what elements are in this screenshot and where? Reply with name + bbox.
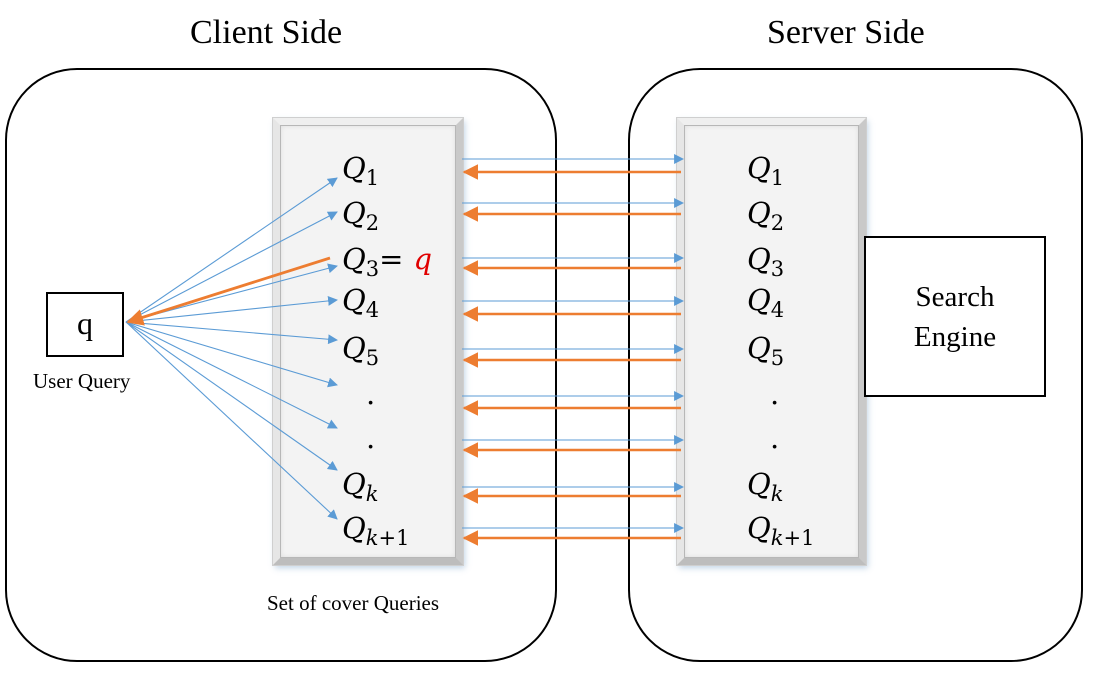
query-subscript: 4 bbox=[365, 298, 380, 322]
query-subscript: 3 bbox=[365, 257, 380, 281]
server-query-8: Qk bbox=[747, 464, 784, 506]
real-query-highlight: q bbox=[413, 242, 433, 276]
fan-out-arrow bbox=[125, 321, 338, 429]
client-query-ellipsis: . bbox=[366, 418, 375, 458]
client-query-5: Q5 bbox=[342, 328, 380, 370]
server-query-ellipsis: . bbox=[770, 374, 779, 414]
client-query-dot: . bbox=[366, 421, 376, 455]
server-query-ellipsis: . bbox=[770, 418, 779, 458]
query-subscript-var: k bbox=[770, 482, 784, 506]
search-engine-label-line1: Search bbox=[915, 280, 995, 313]
cover-queries-label: Set of cover Queries bbox=[267, 591, 440, 615]
query-letter: Q bbox=[342, 242, 366, 276]
fan-out-arrow bbox=[125, 321, 338, 388]
search-engine-box: Search Engine bbox=[864, 236, 1046, 397]
query-letter: Q bbox=[342, 511, 366, 545]
query-letter: Q bbox=[342, 283, 366, 317]
query-subscript: 4 bbox=[770, 298, 785, 322]
query-subscript-var: k bbox=[365, 526, 379, 550]
server-query-5: Q5 bbox=[747, 328, 785, 370]
query-subscript: k+1 bbox=[771, 526, 815, 550]
client-query-1: Q1 bbox=[342, 148, 380, 190]
server-query-dot: . bbox=[770, 377, 780, 411]
client-query-dot: . bbox=[366, 377, 376, 411]
server-queries-panel bbox=[677, 118, 866, 565]
query-subscript: k bbox=[366, 482, 379, 506]
server-query-4: Q4 bbox=[747, 280, 785, 322]
query-letter: Q bbox=[747, 242, 771, 276]
query-letter: Q bbox=[342, 151, 366, 185]
query-letter: Q bbox=[747, 331, 771, 365]
fan-out-arrow bbox=[125, 321, 338, 471]
query-subscript-var: k bbox=[365, 482, 379, 506]
query-letter: Q bbox=[747, 283, 771, 317]
query-subscript: 5 bbox=[365, 346, 380, 370]
query-letter: Q bbox=[342, 196, 366, 230]
client-cover-queries-panel bbox=[273, 118, 463, 565]
query-letter: Q bbox=[747, 196, 771, 230]
query-subscript: 1 bbox=[770, 166, 785, 190]
real-query-arrow bbox=[126, 256, 331, 326]
client-side-title: Client Side bbox=[190, 14, 343, 51]
client-query-8: Qk bbox=[342, 464, 379, 506]
fan-out-arrow bbox=[125, 296, 338, 323]
server-side-title: Server Side bbox=[767, 14, 925, 51]
query-equals: = bbox=[379, 242, 404, 276]
search-engine-label-line2: Engine bbox=[913, 320, 997, 353]
query-letter: Q bbox=[747, 467, 771, 501]
query-subscript: 1 bbox=[365, 166, 380, 190]
client-query-3: Q3= q bbox=[342, 239, 433, 281]
client-query-ellipsis: . bbox=[366, 374, 375, 414]
query-letter: Q bbox=[342, 331, 366, 365]
query-subscript: 2 bbox=[365, 211, 380, 235]
query-subscript-rest: +1 bbox=[378, 526, 410, 550]
client-query-4: Q4 bbox=[342, 280, 380, 322]
fan-out-arrow bbox=[125, 177, 338, 323]
query-subscript: k bbox=[771, 482, 784, 506]
fan-out-arrow bbox=[125, 321, 338, 520]
query-subscript-rest: +1 bbox=[783, 526, 815, 550]
server-query-dot: . bbox=[770, 421, 780, 455]
server-query-9: Qk+1 bbox=[747, 508, 815, 550]
user-query-label: User Query bbox=[33, 369, 131, 393]
query-subscript: 5 bbox=[770, 346, 785, 370]
server-query-1: Q1 bbox=[747, 148, 785, 190]
user-query-box: q bbox=[46, 292, 124, 357]
client-query-2: Q2 bbox=[342, 193, 380, 235]
query-letter: Q bbox=[747, 511, 771, 545]
query-subscript: 2 bbox=[770, 211, 785, 235]
server-query-2: Q2 bbox=[747, 193, 785, 235]
server-query-3: Q3 bbox=[747, 239, 785, 281]
fan-out-arrow bbox=[125, 211, 338, 323]
query-subscript: 3 bbox=[770, 257, 785, 281]
query-subscript: k+1 bbox=[366, 526, 410, 550]
query-letter: Q bbox=[342, 467, 366, 501]
fan-out-arrow bbox=[125, 321, 338, 345]
client-query-9: Qk+1 bbox=[342, 508, 410, 550]
query-subscript-var: k bbox=[770, 526, 784, 550]
query-letter: Q bbox=[747, 151, 771, 185]
